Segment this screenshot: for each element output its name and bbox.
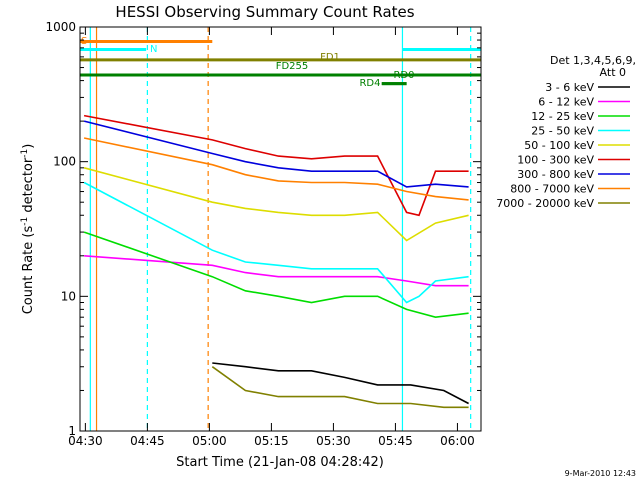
flag-label-rd0: RD0: [393, 70, 414, 81]
plot-frame: [79, 26, 482, 432]
legend-label-25-50-kev: 25 - 50 keV: [531, 125, 594, 138]
y-tick-label: 10: [61, 289, 76, 303]
legend-header-line-2: Att 0: [600, 66, 626, 79]
x-tick-label: 05:30: [316, 434, 351, 448]
x-tick-label: 04:45: [130, 434, 165, 448]
flag-label-fd255: FD255: [276, 61, 309, 72]
flag-label-rd4: RD4: [359, 78, 380, 89]
legend-header-line-1: Det 1,3,4,5,6,9,: [550, 54, 636, 67]
x-tick-label: 04:30: [68, 434, 103, 448]
flag-label-n: N: [150, 44, 157, 55]
series-line-800-7000-kev: [83, 137, 469, 201]
legend-label-12-25-kev: 12 - 25 keV: [531, 110, 594, 123]
legend-label-50-100-kev: 50 - 100 keV: [524, 139, 594, 152]
series-line-7000-20000-kev: [211, 366, 469, 409]
series-line-25-50-kev: [83, 181, 469, 304]
flag-label-s: S: [81, 36, 87, 47]
x-tick-label: 05:45: [378, 434, 413, 448]
legend-label-100-300-kev: 100 - 300 keV: [517, 154, 594, 167]
legend-label-6-12-kev: 6 - 12 keV: [538, 96, 594, 109]
series-line-50-100-kev: [83, 167, 469, 242]
legend-label-800-7000-kev: 800 - 7000 keV: [510, 183, 594, 196]
y-tick-label: 1000: [45, 20, 76, 34]
series-line-6-12-kev: [84, 255, 469, 287]
y-tick-label: 1: [68, 424, 76, 438]
chart-title: HESSI Observing Summary Count Rates: [115, 3, 414, 21]
series-line-100-300-kev: [83, 114, 469, 217]
legend-label-3-6-kev: 3 - 6 keV: [545, 81, 594, 94]
x-tick-label: 05:15: [254, 434, 289, 448]
footer-timestamp: 9-Mar-2010 12:43: [565, 469, 636, 478]
series-line-3-6-kev: [212, 362, 469, 405]
legend-label-7000-20000-kev: 7000 - 20000 keV: [496, 197, 594, 210]
series-line-300-800-kev: [83, 120, 469, 188]
y-axis-label: Count Rate (s-1 detector-1): [20, 144, 36, 315]
x-axis-label: Start Time (21-Jan-08 04:28:42): [176, 455, 384, 470]
flag-label-fd1: FD1: [320, 52, 340, 63]
series-line-12-25-kev: [83, 231, 469, 319]
x-tick-label: 05:00: [192, 434, 227, 448]
y-tick-label: 100: [53, 155, 76, 169]
legend-label-300-800-kev: 300 - 800 keV: [517, 168, 594, 181]
x-tick-label: 06:00: [440, 434, 475, 448]
